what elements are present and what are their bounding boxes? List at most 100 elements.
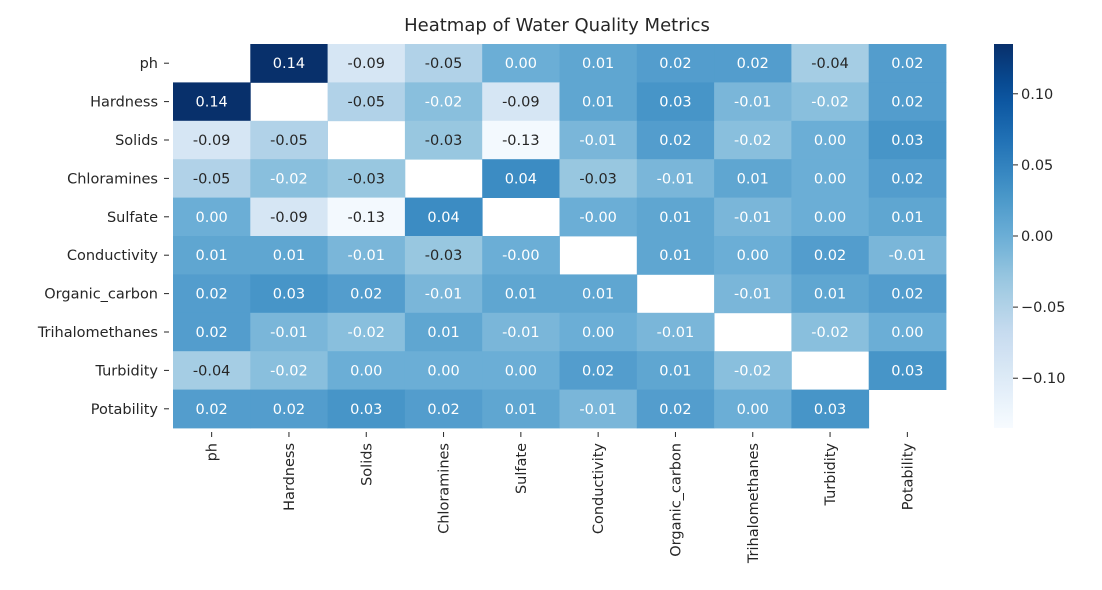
- cell-9-1: [250, 389, 328, 429]
- cell-label-8-6: 0.01: [659, 363, 691, 379]
- cell-5-2: [327, 236, 406, 275]
- cell-8-1: [250, 351, 328, 390]
- cell-label-2-8: 0.00: [814, 133, 846, 149]
- heatmap-cells: 0.14 -0.09 -0.05 0.00 0.01 0.02 0.02 -0.04 0.02 0…: [173, 44, 947, 429]
- cell-label-6-8: 0.01: [814, 287, 846, 303]
- cell-label-9-7: 0.00: [737, 402, 769, 418]
- cell-8-5: [559, 351, 638, 390]
- cell-9-5: [559, 389, 638, 429]
- cell-label-5-0: 0.01: [196, 248, 228, 264]
- cell-label-8-4: 0.00: [505, 363, 537, 379]
- y-tick-label-8: Turbidity: [94, 363, 158, 379]
- cell-9-7: [714, 389, 792, 429]
- cell-label-0-4: 0.00: [505, 56, 537, 72]
- cell-label-3-6: -0.01: [657, 171, 695, 187]
- cell-2-6: [636, 120, 715, 160]
- cell-label-1-2: -0.05: [347, 95, 385, 111]
- cell-7-4: [482, 312, 560, 352]
- y-tick-label-4: Sulfate: [107, 210, 158, 226]
- cell-label-6-0: 0.02: [196, 287, 228, 303]
- cell-8-2: [327, 351, 406, 390]
- cell-3-7: [714, 159, 792, 198]
- cell-0-7: [714, 44, 792, 83]
- cell-label-3-2: -0.03: [347, 171, 385, 187]
- chart-title: Heatmap of Water Quality Metrics: [404, 15, 710, 36]
- cell-2-8: [791, 120, 870, 160]
- cell-label-9-6: 0.02: [659, 402, 691, 418]
- cell-label-8-3: 0.00: [427, 363, 459, 379]
- cell-6-9: [868, 274, 947, 314]
- cell-8-4: [482, 351, 560, 390]
- cell-2-4: [482, 120, 560, 160]
- cell-label-6-1: 0.03: [273, 287, 305, 303]
- cell-label-8-2: 0.00: [350, 363, 382, 379]
- cell-label-7-5: 0.00: [582, 325, 614, 341]
- cell-3-6: [636, 159, 715, 198]
- cell-4-5: [559, 197, 638, 237]
- cell-label-8-1: -0.02: [270, 363, 308, 379]
- cell-6-3: [404, 274, 483, 314]
- x-tick-label-6: Organic_carbon: [668, 443, 684, 557]
- cell-0-8: [791, 44, 870, 83]
- cell-2-3: [404, 120, 483, 160]
- cell-label-4-5: -0.00: [579, 210, 617, 226]
- cell-label-0-5: 0.01: [582, 56, 614, 72]
- cell-label-4-9: 0.01: [891, 210, 923, 226]
- cell-3-9: [868, 159, 947, 198]
- cell-5-7: [714, 236, 792, 275]
- cell-label-9-1: 0.02: [273, 402, 305, 418]
- cell-9-2: [327, 389, 406, 429]
- cell-label-5-8: 0.02: [814, 248, 846, 264]
- cell-label-8-7: -0.02: [734, 363, 772, 379]
- cell-label-7-3: 0.01: [427, 325, 459, 341]
- y-tick-label-7: Trihalomethanes: [37, 325, 158, 341]
- cell-label-4-3: 0.04: [427, 210, 459, 226]
- x-axis-labels: ph Hardness Solids Chloramines Sulfate Conduc…: [205, 432, 916, 564]
- cell-label-1-7: -0.01: [734, 95, 772, 111]
- cell-1-6: [636, 82, 715, 122]
- cell-label-7-6: -0.01: [657, 325, 695, 341]
- cell-1-3: [404, 82, 483, 122]
- cell-2-7: [714, 120, 792, 160]
- x-tick-label-4: Sulfate: [514, 443, 530, 494]
- cell-label-4-1: -0.09: [270, 210, 308, 226]
- cell-7-8: [791, 312, 870, 352]
- cell-5-4: [482, 236, 560, 275]
- cell-label-1-3: -0.02: [425, 95, 463, 111]
- cell-label-1-4: -0.09: [502, 95, 540, 111]
- cell-4-2: [327, 197, 406, 237]
- cell-1-9: [868, 82, 947, 122]
- cell-8-6: [636, 351, 715, 390]
- cell-label-9-4: 0.01: [505, 402, 537, 418]
- y-tick-label-2: Solids: [115, 133, 158, 149]
- cell-0-9: [868, 44, 947, 83]
- cell-label-6-9: 0.02: [891, 287, 923, 303]
- cell-6-1: [250, 274, 328, 314]
- y-tick-label-6: Organic_carbon: [44, 287, 158, 303]
- cell-label-2-0: -0.09: [193, 133, 231, 149]
- cell-label-3-8: 0.00: [814, 171, 846, 187]
- colorbar-tick-label-3: −0.05: [1021, 300, 1065, 316]
- x-tick-label-7: Trihalomethanes: [746, 443, 762, 564]
- x-tick-label-2: Solids: [359, 443, 375, 486]
- cell-label-5-7: 0.00: [737, 248, 769, 264]
- cell-label-0-2: -0.09: [347, 56, 385, 72]
- cell-4-7: [714, 197, 792, 237]
- cell-2-9: [868, 120, 947, 160]
- cell-7-0: [173, 312, 251, 352]
- cell-3-1: [250, 159, 328, 198]
- cell-label-0-6: 0.02: [659, 56, 691, 72]
- cell-7-3: [404, 312, 483, 352]
- cell-5-8: [791, 236, 870, 275]
- cell-6-7: [714, 274, 792, 314]
- cell-label-6-4: 0.01: [505, 287, 537, 303]
- cell-label-2-5: -0.01: [579, 133, 617, 149]
- cell-label-3-1: -0.02: [270, 171, 308, 187]
- cell-label-2-1: -0.05: [270, 133, 308, 149]
- cell-5-3: [404, 236, 483, 275]
- x-tick-label-8: Turbidity: [823, 443, 839, 507]
- cell-8-0: [173, 351, 251, 390]
- cell-label-2-9: 0.03: [891, 133, 923, 149]
- cell-8-7: [714, 351, 792, 390]
